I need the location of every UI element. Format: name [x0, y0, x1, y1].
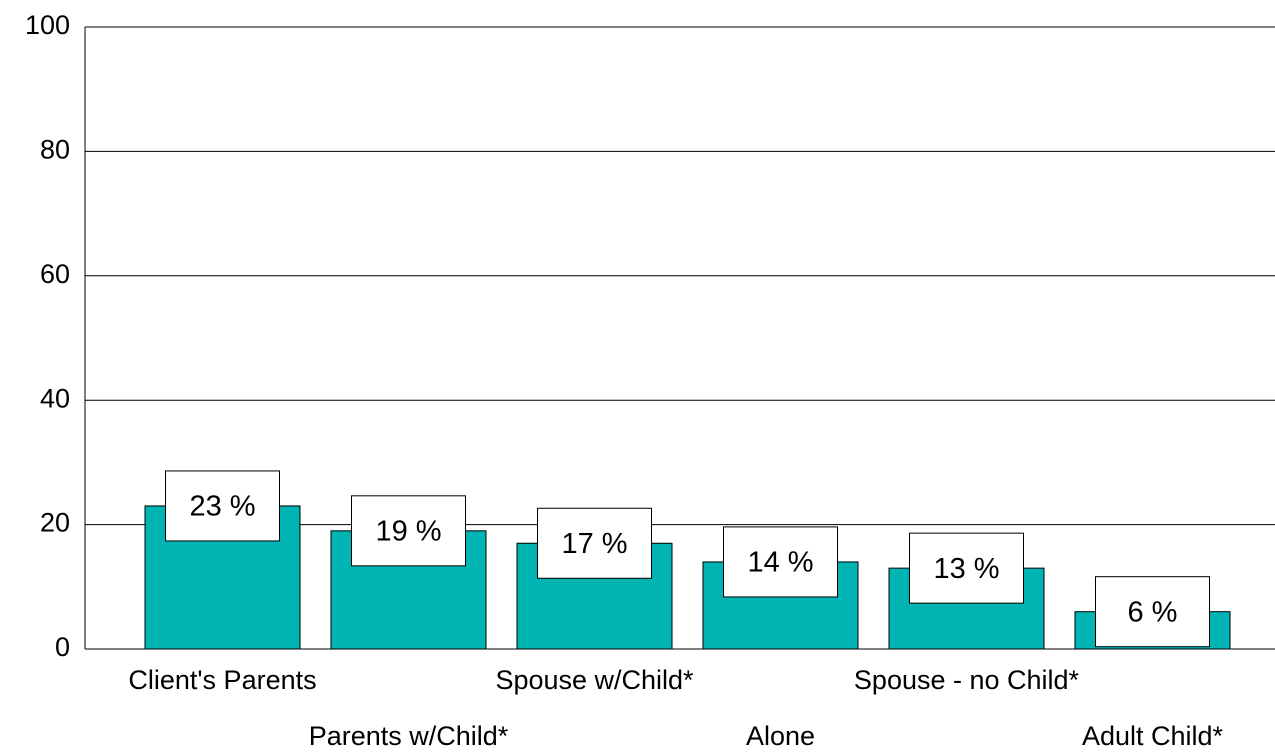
x-tick-label: Spouse w/Child* [495, 665, 694, 695]
value-label-box [537, 507, 652, 579]
x-tick-label: Adult Child* [1082, 721, 1224, 751]
x-tick-label: Parents w/Child* [309, 721, 509, 751]
value-label-box [351, 495, 466, 567]
y-tick-label: 60 [40, 259, 70, 289]
value-label: 23 % [189, 491, 255, 523]
y-tick-label: 80 [40, 135, 70, 165]
value-label-box [1095, 576, 1210, 648]
y-tick-label: 40 [40, 383, 70, 413]
y-tick-label: 20 [40, 508, 70, 538]
value-label: 19 % [375, 515, 441, 547]
value-label: 6 % [1128, 596, 1178, 628]
value-label-box [165, 470, 280, 542]
value-label: 13 % [933, 553, 999, 585]
value-label-box [909, 532, 1024, 604]
x-tick-label: Spouse - no Child* [854, 665, 1080, 695]
y-tick-label: 0 [55, 632, 70, 662]
x-tick-label: Client's Parents [128, 665, 316, 695]
x-tick-label: Alone [746, 721, 815, 751]
y-tick-label: 100 [25, 10, 70, 40]
value-label: 17 % [561, 528, 627, 560]
value-label-box [723, 526, 838, 598]
value-label: 14 % [747, 547, 813, 579]
